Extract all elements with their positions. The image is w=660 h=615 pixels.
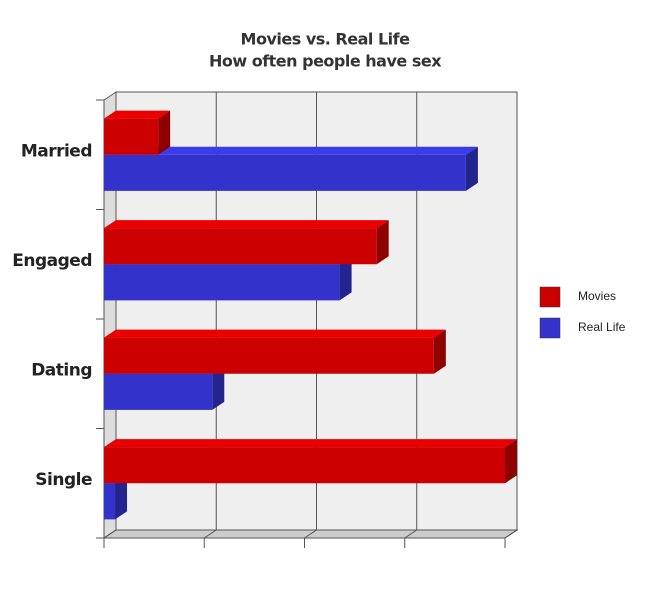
y-tick-label: Engaged — [12, 251, 92, 271]
bar-top — [104, 439, 517, 448]
bar — [104, 154, 466, 191]
bar — [104, 264, 340, 301]
legend-swatch — [539, 286, 561, 308]
grid-line — [504, 92, 518, 539]
bar-top — [104, 146, 478, 155]
bar — [104, 483, 116, 520]
bar — [104, 373, 213, 410]
bar-side — [339, 256, 352, 301]
bar-top — [104, 329, 446, 338]
legend-label: Movies — [578, 289, 616, 303]
y-tick-label: Single — [35, 470, 92, 490]
grid-line — [404, 92, 418, 539]
bar — [104, 337, 434, 374]
legend-label: Real Life — [578, 320, 626, 334]
bar-top — [104, 220, 389, 229]
y-tick-label: Dating — [31, 360, 92, 380]
bar-side — [433, 329, 446, 374]
bar-side — [115, 475, 128, 520]
bar-top — [104, 110, 171, 119]
bar — [104, 447, 505, 484]
chart-subtitle: How often people have sex — [209, 52, 442, 71]
bar-side — [376, 220, 389, 265]
bar-side — [465, 146, 478, 191]
chart-title: Movies vs. Real Life — [241, 30, 411, 49]
y-tick-label: Married — [21, 141, 92, 161]
bar — [104, 228, 377, 265]
bar-side — [158, 110, 171, 155]
bar-side — [505, 439, 517, 484]
bar-side — [212, 365, 225, 410]
legend-swatch — [539, 317, 561, 339]
bar — [104, 118, 159, 155]
